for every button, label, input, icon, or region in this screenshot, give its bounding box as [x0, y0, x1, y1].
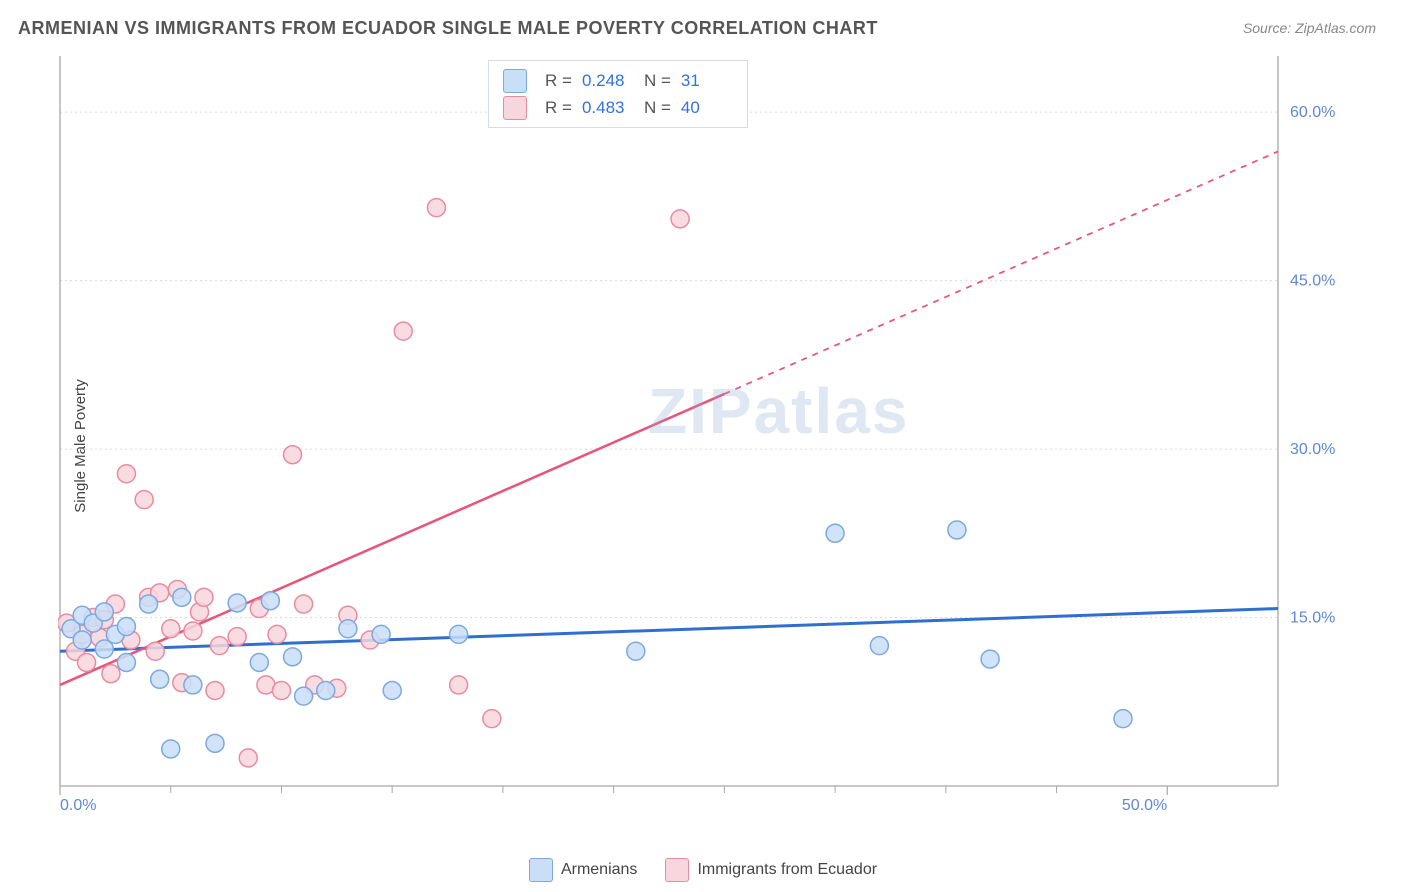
stats-swatch-armenians: [503, 69, 527, 93]
stats-n-value-armenians: 31: [681, 67, 733, 94]
stats-n-label: N =: [644, 67, 671, 94]
stats-swatch-ecuador: [503, 96, 527, 120]
stats-r-label: R =: [545, 94, 572, 121]
svg-text:60.0%: 60.0%: [1290, 104, 1335, 121]
stats-r-label: R =: [545, 67, 572, 94]
stats-r-value-ecuador: 0.483: [582, 94, 634, 121]
svg-text:0.0%: 0.0%: [60, 797, 96, 814]
legend-label-armenians: Armenians: [561, 861, 637, 879]
source-label: Source: ZipAtlas.com: [1243, 20, 1376, 36]
stats-n-label: N =: [644, 94, 671, 121]
stats-legend-box: R = 0.248 N = 31 R = 0.483 N = 40: [488, 60, 748, 128]
legend-item-ecuador: Immigrants from Ecuador: [665, 858, 877, 882]
chart-title: ARMENIAN VS IMMIGRANTS FROM ECUADOR SING…: [18, 18, 878, 39]
bottom-legend: Armenians Immigrants from Ecuador: [0, 858, 1406, 882]
legend-swatch-ecuador: [665, 858, 689, 882]
stats-row-armenians: R = 0.248 N = 31: [503, 67, 733, 94]
plot-svg: 15.0% 30.0% 45.0% 60.0% 0.0% 50.0%: [58, 54, 1348, 814]
svg-text:15.0%: 15.0%: [1290, 610, 1335, 627]
stats-row-ecuador: R = 0.483 N = 40: [503, 94, 733, 121]
stats-n-value-ecuador: 40: [681, 94, 733, 121]
svg-text:30.0%: 30.0%: [1290, 441, 1335, 458]
legend-label-ecuador: Immigrants from Ecuador: [697, 861, 877, 879]
legend-item-armenians: Armenians: [529, 858, 637, 882]
svg-text:45.0%: 45.0%: [1290, 273, 1335, 290]
svg-text:50.0%: 50.0%: [1122, 797, 1167, 814]
legend-swatch-armenians: [529, 858, 553, 882]
plot-area: 15.0%30.0%45.0%60.0%0.0%50.0% ZIPatlas R…: [58, 54, 1348, 814]
chart-container: ARMENIAN VS IMMIGRANTS FROM ECUADOR SING…: [0, 0, 1406, 892]
stats-r-value-armenians: 0.248: [582, 67, 634, 94]
